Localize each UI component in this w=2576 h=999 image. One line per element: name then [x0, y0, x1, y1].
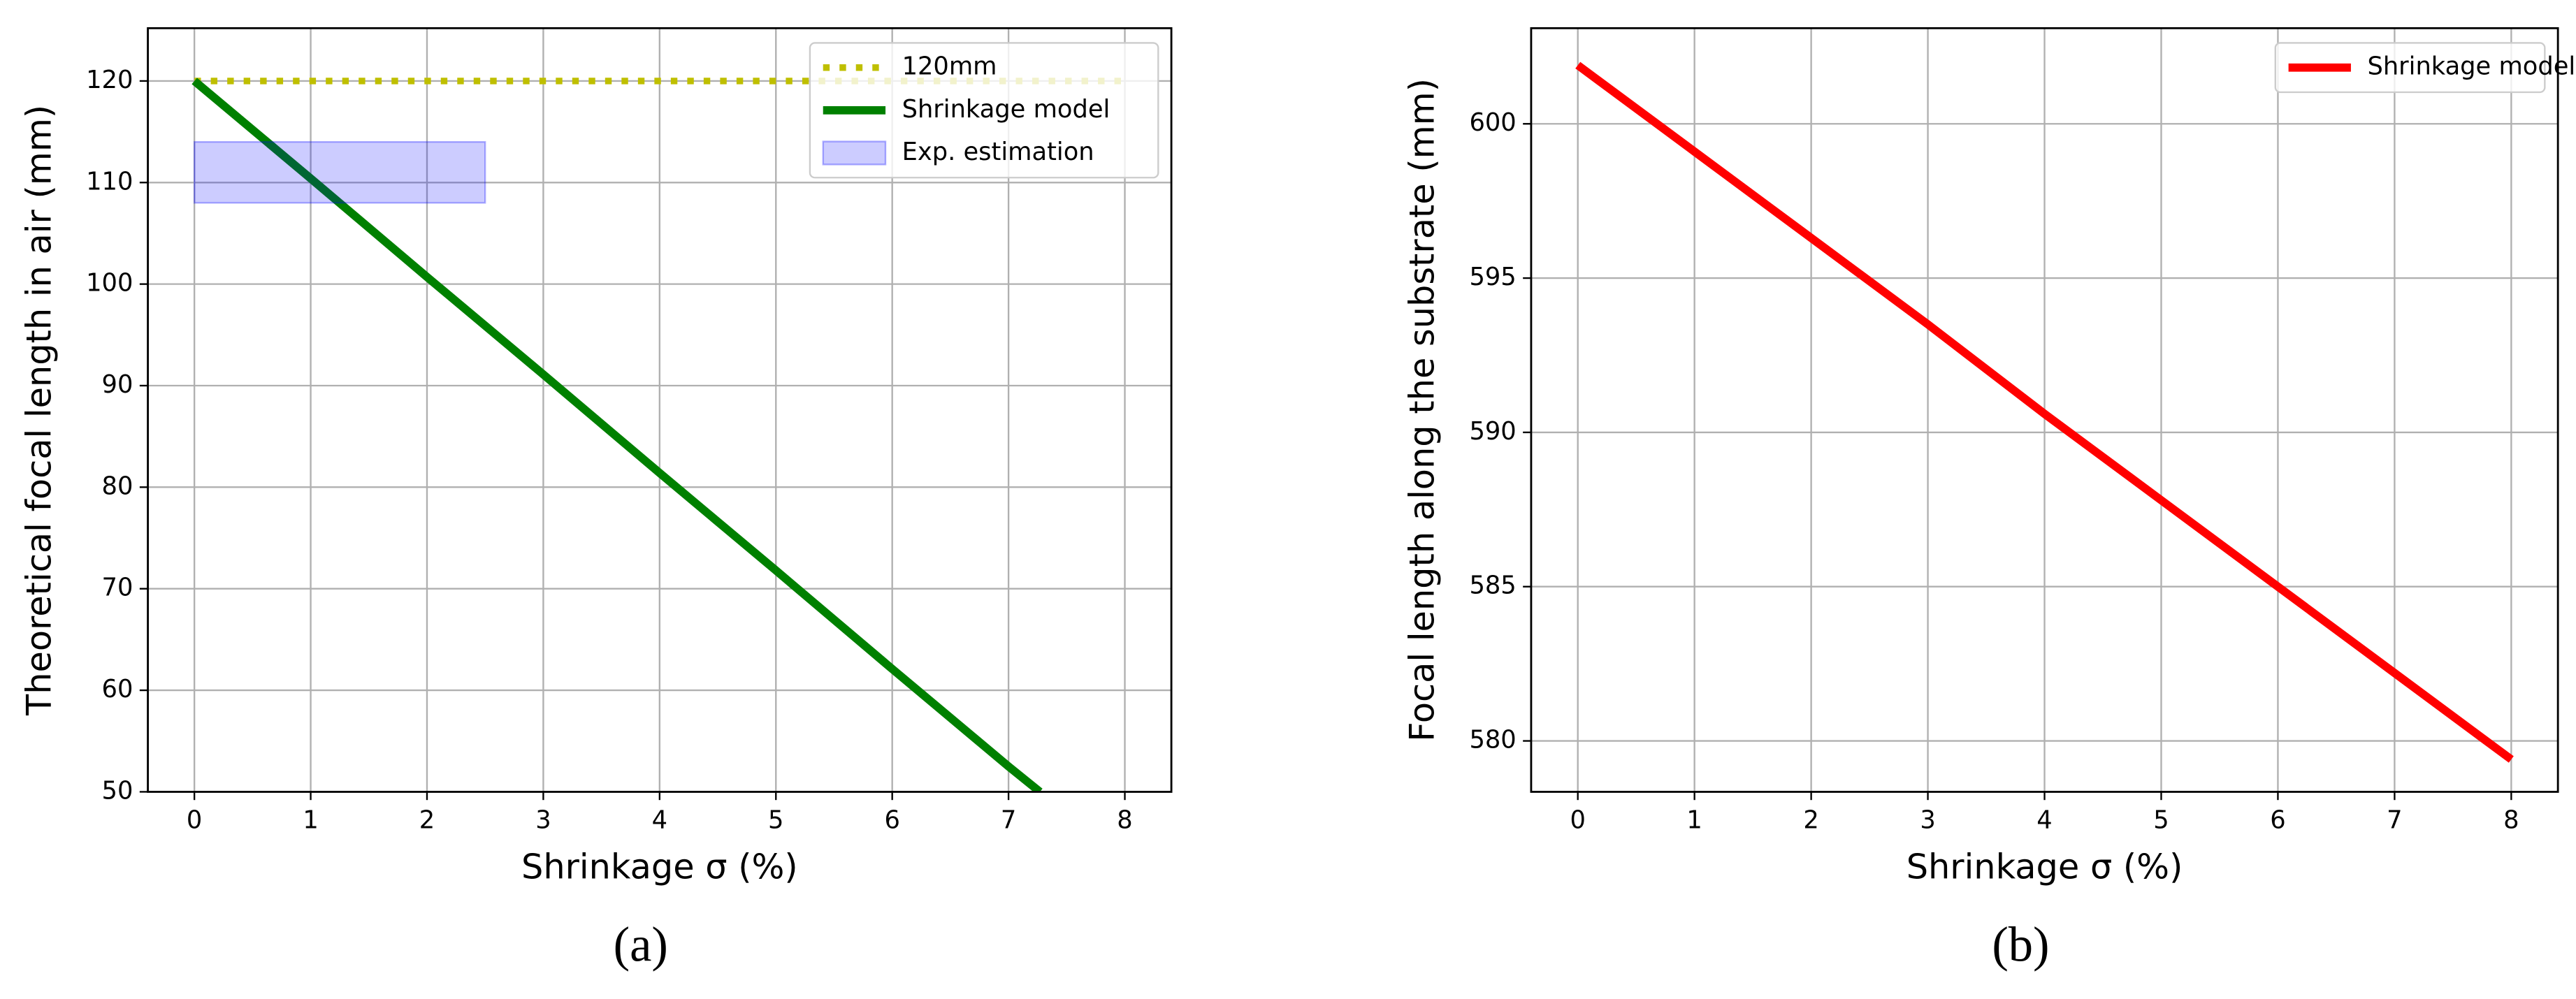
- x-tick-label: 0: [187, 806, 202, 835]
- legend-label: Shrinkage model: [2367, 52, 2575, 81]
- x-tick-label: 5: [2153, 806, 2169, 835]
- x-tick-label: 8: [1117, 806, 1132, 835]
- y-tick-label: 120: [86, 66, 133, 94]
- series-line: [191, 78, 1043, 792]
- legend-box: [2274, 42, 2546, 94]
- x-tick-label: 7: [2387, 806, 2402, 835]
- y-axis-label: Theoretical focal length in air (mm): [18, 105, 59, 716]
- x-tick-label: 4: [2036, 806, 2052, 835]
- y-tick-label: 585: [1469, 571, 1516, 600]
- plot-frame: [147, 27, 1173, 793]
- y-tick-label: 50: [102, 776, 133, 805]
- plot-frame: [1530, 27, 2559, 793]
- x-tick-label: 4: [652, 806, 667, 835]
- series-line: [1575, 61, 2514, 763]
- panel-caption: (a): [614, 917, 668, 972]
- x-tick-label: 6: [884, 806, 899, 835]
- y-tick-label: 580: [1469, 726, 1516, 754]
- y-tick-label: 110: [86, 167, 133, 196]
- legend-swatch: [822, 140, 887, 166]
- y-axis-label: Focal length along the substrate (mm): [1402, 78, 1442, 742]
- legend-label: Shrinkage model: [902, 95, 1110, 124]
- y-tick-label: 590: [1469, 417, 1516, 446]
- panel-caption: (b): [1992, 917, 2049, 972]
- x-tick-label: 8: [2503, 806, 2519, 835]
- y-tick-label: 90: [102, 370, 133, 399]
- x-tick-label: 0: [1570, 806, 1585, 835]
- x-tick-label: 7: [1001, 806, 1016, 835]
- band: [193, 140, 486, 204]
- x-tick-label: 3: [535, 806, 551, 835]
- legend-label: 120mm: [902, 52, 997, 81]
- x-tick-label: 6: [2270, 806, 2285, 835]
- y-tick-label: 80: [102, 472, 133, 500]
- x-tick-label: 3: [1920, 806, 1935, 835]
- x-tick-label: 2: [1803, 806, 1818, 835]
- x-axis-label: Shrinkage σ (%): [521, 846, 798, 887]
- legend-box: [809, 42, 1159, 179]
- x-tick-label: 2: [419, 806, 435, 835]
- x-axis-label: Shrinkage σ (%): [1906, 846, 2183, 887]
- legend-label: Exp. estimation: [902, 138, 1094, 166]
- y-tick-label: 60: [102, 675, 133, 703]
- y-tick-label: 100: [86, 269, 133, 298]
- x-tick-label: 5: [768, 806, 783, 835]
- y-tick-label: 595: [1469, 263, 1516, 291]
- x-tick-label: 1: [1686, 806, 1702, 835]
- x-tick-label: 1: [303, 806, 318, 835]
- y-tick-label: 70: [102, 574, 133, 602]
- y-tick-label: 600: [1469, 108, 1516, 137]
